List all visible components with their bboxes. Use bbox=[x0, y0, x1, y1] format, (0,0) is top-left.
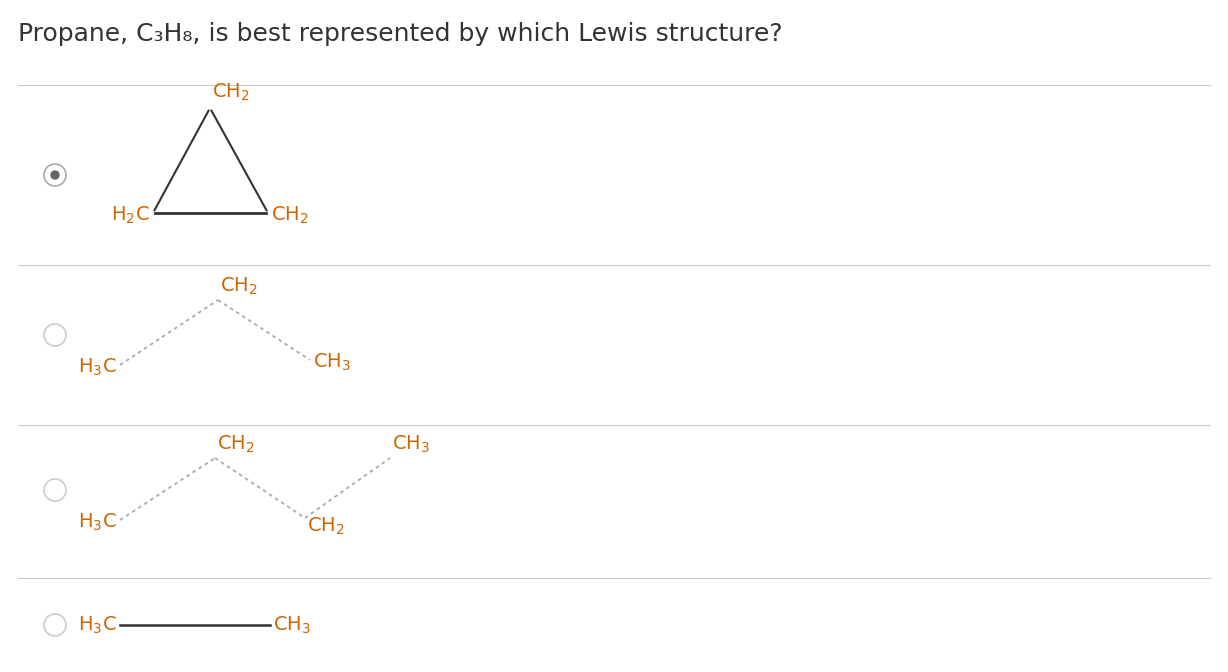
Text: H$_3$C: H$_3$C bbox=[79, 614, 117, 636]
Text: CH$_2$: CH$_2$ bbox=[307, 516, 345, 538]
Circle shape bbox=[52, 171, 59, 179]
Text: CH$_2$: CH$_2$ bbox=[220, 276, 258, 297]
Text: H$_3$C: H$_3$C bbox=[79, 511, 117, 533]
Text: H$_2$C: H$_2$C bbox=[112, 204, 150, 226]
Text: Propane, C₃H₈, is best represented by which Lewis structure?: Propane, C₃H₈, is best represented by wh… bbox=[18, 22, 782, 46]
Text: H$_3$C: H$_3$C bbox=[79, 356, 117, 378]
Text: CH$_2$: CH$_2$ bbox=[212, 82, 249, 103]
Text: CH$_3$: CH$_3$ bbox=[273, 614, 311, 636]
Text: CH$_2$: CH$_2$ bbox=[271, 204, 308, 226]
Text: CH$_3$: CH$_3$ bbox=[392, 433, 430, 455]
Text: CH$_2$: CH$_2$ bbox=[217, 433, 254, 455]
Text: CH$_3$: CH$_3$ bbox=[313, 351, 351, 373]
